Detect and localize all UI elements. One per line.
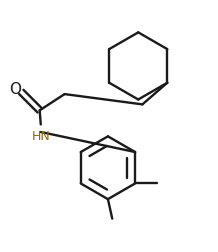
Text: HN: HN xyxy=(31,130,50,143)
Text: O: O xyxy=(9,81,21,96)
